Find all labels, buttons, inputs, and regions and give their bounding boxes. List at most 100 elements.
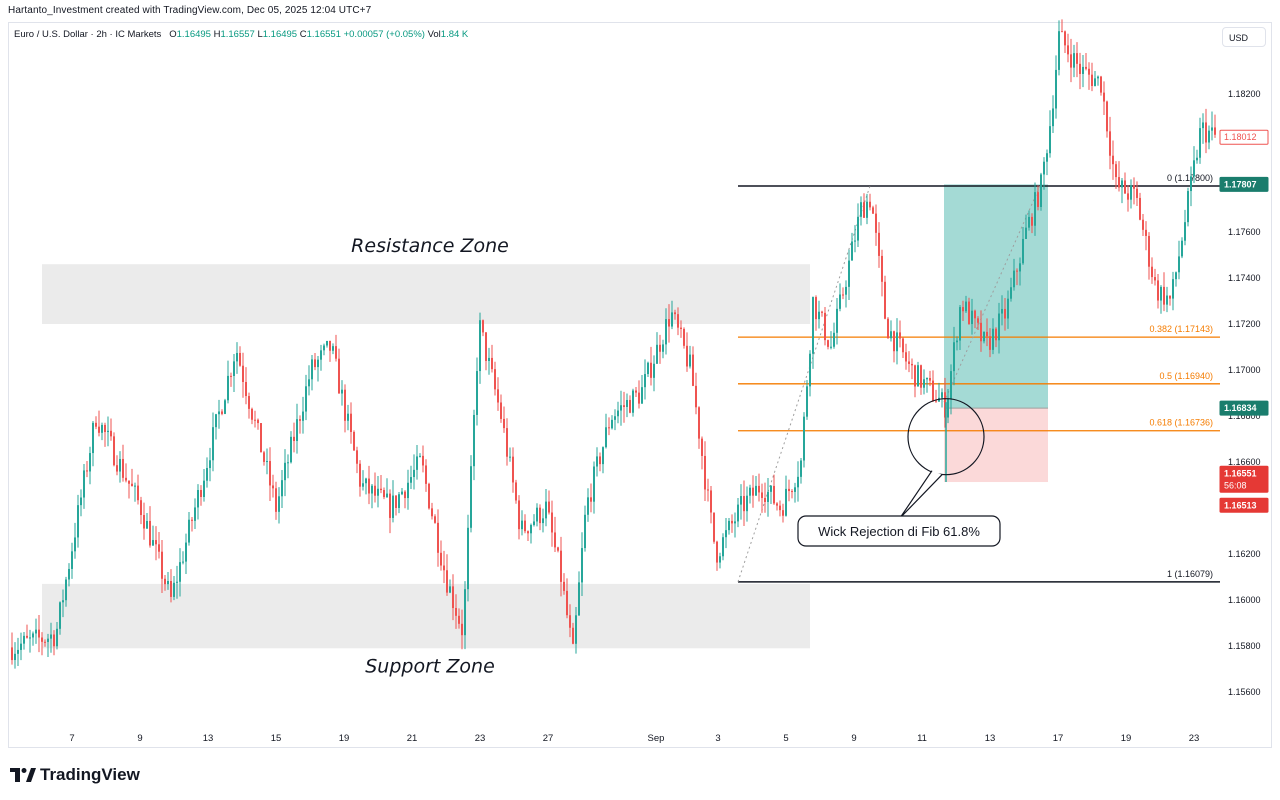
y-tick-label: 1.18200: [1228, 89, 1261, 99]
candle-up: [50, 634, 52, 639]
candle-down: [338, 358, 340, 394]
candle-down: [1205, 122, 1207, 143]
candle-down: [245, 382, 247, 397]
candle-down: [254, 419, 256, 421]
candle-up: [1010, 287, 1012, 299]
candle-up: [302, 411, 304, 421]
candle-up: [1019, 263, 1021, 272]
candle-down: [815, 297, 817, 320]
candle-up: [311, 359, 313, 380]
candle-up: [71, 551, 73, 569]
candle-up: [611, 419, 613, 429]
candle-down: [1163, 286, 1165, 305]
y-tick-label: 1.16600: [1228, 457, 1261, 467]
candle-down: [44, 641, 46, 643]
candle-down: [344, 389, 346, 421]
price-tag-value: 1.16513: [1224, 500, 1257, 510]
candle-down: [935, 400, 937, 402]
callout-box: [797, 515, 1001, 547]
candle-up: [80, 497, 82, 506]
x-tick-label: 19: [339, 733, 350, 744]
candle-down: [899, 332, 901, 339]
x-tick-label: 9: [851, 733, 856, 744]
candle-up: [1166, 295, 1168, 305]
candle-up: [614, 416, 616, 420]
candle-up: [305, 386, 307, 412]
y-tick-label: 1.15600: [1228, 687, 1261, 697]
candle-up: [983, 331, 985, 342]
candle-up: [215, 414, 217, 428]
candle-down: [743, 496, 745, 512]
candle-up: [959, 307, 961, 341]
candle-up: [587, 497, 589, 515]
position-stop-area: [944, 408, 1048, 483]
candle-up: [803, 416, 805, 461]
candle-down: [110, 430, 112, 437]
candle-up: [1082, 66, 1084, 74]
candle-up: [488, 357, 490, 361]
candle-up: [266, 461, 268, 463]
candle-up: [809, 353, 811, 387]
candle-down: [1118, 177, 1120, 188]
candle-down: [911, 363, 913, 366]
candle-down: [887, 318, 889, 339]
candle-down: [350, 413, 352, 432]
candle-up: [806, 386, 808, 417]
candle-up: [992, 328, 994, 350]
candle-up: [656, 344, 658, 364]
candle-down: [125, 477, 127, 481]
candle-down: [1169, 295, 1171, 299]
candle-up: [620, 405, 622, 411]
position-target-area: [944, 184, 1048, 409]
x-tick-label: 9: [137, 733, 142, 744]
x-tick-label: 5: [783, 733, 788, 744]
candle-up: [413, 469, 415, 478]
candle-down: [551, 512, 553, 533]
candle-up: [1196, 157, 1198, 161]
candle-down: [1103, 92, 1105, 102]
candle-down: [53, 634, 55, 647]
candle-up: [947, 398, 949, 418]
candle-up: [1184, 222, 1186, 241]
candle-down: [161, 551, 163, 579]
candle-up: [839, 294, 841, 309]
currency-button[interactable]: USD: [1222, 27, 1266, 47]
zone-rect-support: [42, 583, 810, 649]
candle-down: [293, 436, 295, 442]
candle-down: [257, 419, 259, 424]
candle-down: [353, 431, 355, 451]
volume-value: 1.84 K: [440, 29, 469, 40]
candle-down: [560, 550, 562, 582]
candle-down: [902, 338, 904, 353]
candle-down: [455, 608, 457, 616]
candle-up: [1178, 256, 1180, 273]
tradingview-brand[interactable]: TradingView: [10, 765, 140, 785]
candle-up: [917, 365, 919, 387]
tradingview-logo-icon: [10, 768, 36, 782]
candle-up: [1193, 160, 1195, 177]
candle-up: [857, 216, 859, 241]
candle-down: [1085, 66, 1087, 69]
annotation-layer: Wick Rejection di Fib 61.8%: [797, 398, 1001, 547]
candle-down: [863, 202, 865, 218]
candle-up: [416, 456, 418, 470]
candle-down: [512, 456, 514, 483]
candle-up: [32, 633, 34, 638]
candle-up: [14, 653, 16, 661]
candle-up: [365, 478, 367, 484]
candle-down: [389, 493, 391, 518]
candle-down: [275, 488, 277, 512]
candle-up: [536, 507, 538, 522]
fib-label: 1 (1.16079): [1167, 569, 1213, 579]
candle-up: [1160, 286, 1162, 301]
candle-up: [386, 493, 388, 498]
candle-down: [680, 327, 682, 329]
candle-down: [1109, 131, 1111, 156]
candle-up: [68, 568, 70, 580]
zones-layer: Resistance Zone Support Zone: [42, 235, 810, 677]
candle-up: [746, 495, 748, 512]
candle-down: [368, 478, 370, 494]
candle-down: [164, 578, 166, 585]
candle-down: [524, 520, 526, 532]
